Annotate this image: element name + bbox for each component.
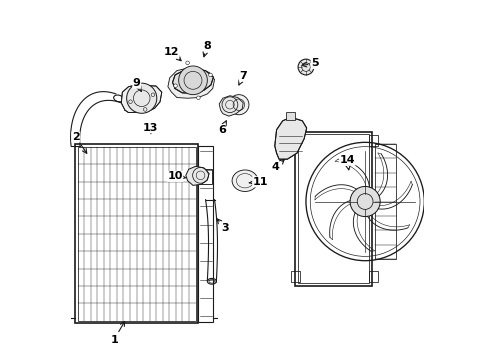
Circle shape [298, 59, 314, 75]
Bar [368, 271, 378, 282]
Circle shape [186, 61, 190, 65]
Bar [77, 147, 196, 320]
Polygon shape [275, 117, 307, 159]
Text: 5: 5 [302, 58, 318, 68]
Text: 12: 12 [164, 46, 181, 61]
Bar [295, 132, 372, 286]
Text: 6: 6 [218, 121, 226, 135]
Bar [291, 271, 300, 282]
Polygon shape [122, 85, 162, 113]
Polygon shape [168, 68, 215, 98]
Text: 9: 9 [133, 78, 141, 91]
Text: 3: 3 [217, 219, 229, 233]
Text: 13: 13 [142, 123, 158, 134]
Circle shape [350, 186, 380, 217]
Circle shape [209, 73, 212, 77]
Text: 4: 4 [271, 159, 284, 172]
Circle shape [179, 66, 207, 95]
Ellipse shape [232, 170, 258, 192]
Text: 1: 1 [110, 321, 124, 345]
Bar [298, 134, 369, 283]
Bar [368, 135, 378, 146]
Polygon shape [186, 166, 209, 185]
Bar [375, 144, 396, 259]
Text: 2: 2 [72, 132, 87, 153]
Text: 14: 14 [340, 155, 355, 170]
Circle shape [229, 95, 249, 115]
Bar [200, 169, 212, 184]
Text: 10: 10 [168, 171, 186, 181]
Polygon shape [219, 96, 243, 116]
Text: 7: 7 [239, 71, 247, 85]
Circle shape [126, 83, 157, 113]
Bar [291, 135, 300, 146]
Polygon shape [172, 69, 214, 93]
Bar [74, 144, 198, 323]
Circle shape [174, 84, 177, 87]
Bar [286, 112, 295, 120]
Circle shape [196, 96, 200, 100]
Bar [198, 146, 214, 321]
Text: 11: 11 [249, 177, 268, 187]
Text: 8: 8 [203, 41, 211, 57]
